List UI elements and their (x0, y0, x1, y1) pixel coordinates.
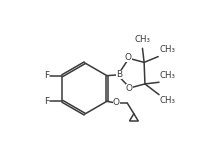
Text: CH₃: CH₃ (159, 45, 175, 54)
Text: O: O (113, 99, 120, 107)
Text: CH₃: CH₃ (160, 71, 176, 80)
Text: O: O (126, 84, 133, 93)
Text: CH₃: CH₃ (160, 96, 176, 105)
Text: CH₃: CH₃ (134, 35, 150, 44)
Text: O: O (125, 53, 132, 62)
Text: B: B (116, 70, 122, 79)
Text: F: F (44, 71, 49, 80)
Text: F: F (44, 97, 49, 106)
